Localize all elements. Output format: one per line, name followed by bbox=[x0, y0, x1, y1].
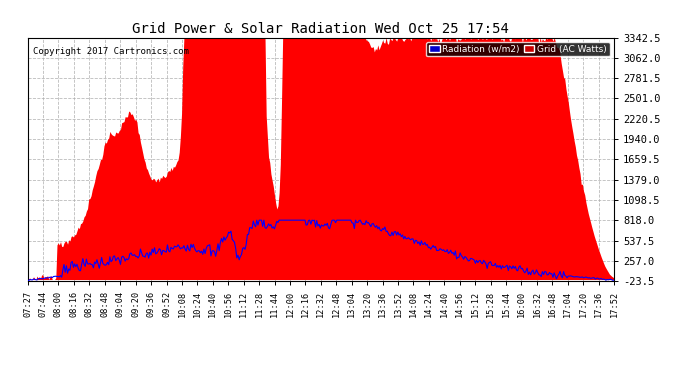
Title: Grid Power & Solar Radiation Wed Oct 25 17:54: Grid Power & Solar Radiation Wed Oct 25 … bbox=[132, 22, 509, 36]
Text: Copyright 2017 Cartronics.com: Copyright 2017 Cartronics.com bbox=[34, 47, 189, 56]
Legend: Radiation (w/m2), Grid (AC Watts): Radiation (w/m2), Grid (AC Watts) bbox=[426, 42, 609, 56]
